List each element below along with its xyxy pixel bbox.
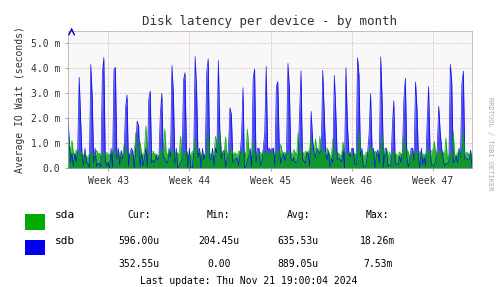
Text: 7.53m: 7.53m: [363, 259, 393, 269]
Text: 596.00u: 596.00u: [119, 236, 160, 246]
Text: 352.55u: 352.55u: [119, 259, 160, 269]
Text: RRDTOOL / TOBI OETIKER: RRDTOOL / TOBI OETIKER: [487, 97, 493, 190]
Text: 204.45u: 204.45u: [198, 236, 239, 246]
Text: Min:: Min:: [207, 210, 231, 220]
Text: sda: sda: [55, 210, 75, 220]
Text: Cur:: Cur:: [127, 210, 151, 220]
Text: 635.53u: 635.53u: [278, 236, 319, 246]
Text: Avg:: Avg:: [286, 210, 310, 220]
Text: 0.00: 0.00: [207, 259, 231, 269]
Text: 889.05u: 889.05u: [278, 259, 319, 269]
Text: sdb: sdb: [55, 236, 75, 246]
Text: Last update: Thu Nov 21 19:00:04 2024: Last update: Thu Nov 21 19:00:04 2024: [140, 276, 357, 286]
Text: 18.26m: 18.26m: [360, 236, 395, 246]
Title: Disk latency per device - by month: Disk latency per device - by month: [142, 15, 397, 28]
Text: Max:: Max:: [366, 210, 390, 220]
Y-axis label: Average IO Wait (seconds): Average IO Wait (seconds): [15, 26, 25, 173]
